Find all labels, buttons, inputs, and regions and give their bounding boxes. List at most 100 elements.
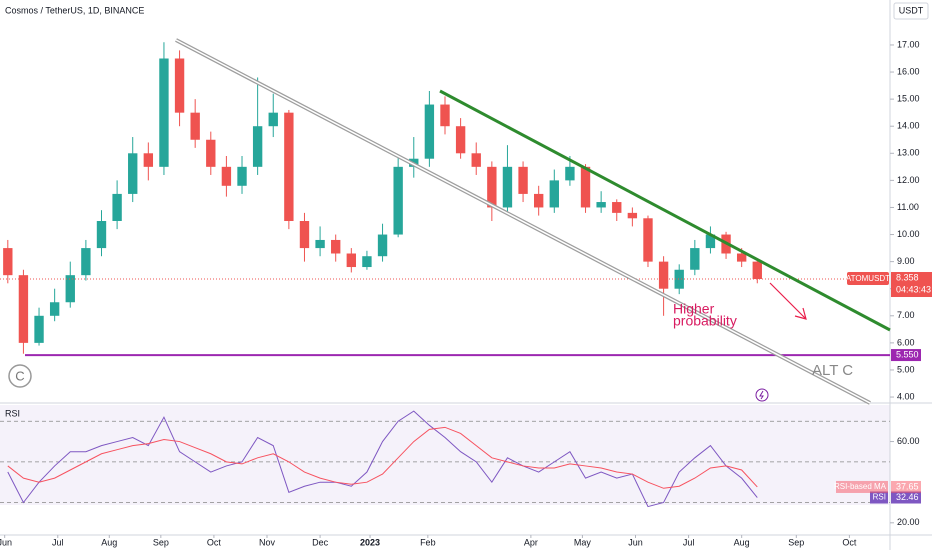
event-icon[interactable] <box>755 388 769 402</box>
candle-body <box>315 239 325 249</box>
annotation: C <box>15 368 24 383</box>
candle-body <box>752 261 762 280</box>
y-tick-label: 4.00 <box>897 391 915 401</box>
countdown: 04:43:43 <box>896 284 931 294</box>
series-value: 37.65 <box>896 481 919 491</box>
candle-body <box>612 202 622 213</box>
x-tick-label: Jul <box>52 537 64 547</box>
y-tick-label: 13.00 <box>897 148 920 158</box>
candle-body <box>237 166 247 186</box>
arrow <box>769 282 807 320</box>
candle-body <box>96 221 107 249</box>
candle-body <box>674 269 684 289</box>
candle-body <box>518 166 528 194</box>
annotation: ALT C <box>812 362 853 379</box>
candle-body <box>190 112 200 140</box>
candle-body <box>471 153 481 167</box>
candle-body <box>596 202 606 208</box>
x-tick-label: May <box>574 537 592 547</box>
y-tick-label: 9.00 <box>897 256 915 266</box>
x-tick-label: 2023 <box>360 537 380 547</box>
candle-body <box>627 212 638 219</box>
y-tick-label: 10.00 <box>897 229 920 239</box>
x-tick-label: Nov <box>259 537 276 547</box>
x-tick-label: Dec <box>312 537 329 547</box>
x-tick-label: Aug <box>101 537 117 547</box>
candle-body <box>534 193 544 208</box>
currency-button[interactable] <box>893 2 929 20</box>
y-tick-label: 14.00 <box>897 121 920 131</box>
y-tick-label: 16.00 <box>897 66 920 76</box>
price-tag <box>891 272 932 298</box>
candle-body <box>549 180 559 208</box>
candle-body <box>455 126 466 154</box>
candle-body <box>284 112 294 221</box>
candle-body <box>299 221 310 249</box>
candle-body <box>346 253 356 268</box>
x-tick-label: Apr <box>524 537 538 547</box>
symbol-tag <box>847 272 889 286</box>
candle-body <box>705 234 716 249</box>
y-tick-label: 20.00 <box>897 517 920 527</box>
candle-body <box>736 253 747 262</box>
candle-body <box>159 58 169 167</box>
candle-body <box>580 166 591 208</box>
candle-body <box>3 248 13 276</box>
value-tag <box>891 491 921 504</box>
currency: USDT <box>899 5 924 15</box>
wave-circle <box>8 364 32 388</box>
x-tick-label: Jul <box>683 537 695 547</box>
x-tick-label: Sep <box>153 537 169 547</box>
candle-body <box>128 153 138 194</box>
x-tick-label: Aug <box>734 537 750 547</box>
candle-body <box>221 166 232 186</box>
candle-body <box>487 166 497 208</box>
candle-body <box>565 166 575 181</box>
y-tick-label: 11.00 <box>897 202 919 212</box>
candle-body <box>502 166 513 208</box>
candle-body <box>143 153 154 167</box>
candle-body <box>643 218 653 262</box>
candle-body <box>362 256 372 268</box>
support-tag <box>891 349 921 362</box>
series-name: RSI-based MA <box>834 482 887 491</box>
annotation: probability <box>673 313 737 329</box>
series-name: RSI <box>873 493 886 502</box>
x-tick-label: Jun <box>0 537 12 547</box>
rsi-band-fill <box>0 405 890 505</box>
series-tag <box>870 491 888 504</box>
last-price: 8.358 <box>896 272 919 282</box>
channel-line-inner <box>175 39 871 404</box>
candle-body <box>393 166 403 235</box>
candle-body <box>18 275 29 343</box>
series-value: 32.46 <box>896 492 919 502</box>
series-tag <box>836 480 888 493</box>
rsi-line <box>7 426 758 489</box>
candle-body <box>424 104 435 159</box>
candle-body <box>658 261 669 289</box>
x-tick-label: Feb <box>420 537 436 547</box>
candle-body <box>268 112 278 127</box>
symbol-title: Cosmos / TetherUS, 1D, BINANCE <box>5 5 144 15</box>
x-tick-label: Jun <box>628 537 643 547</box>
y-tick-label: 12.00 <box>897 175 920 185</box>
candle-body <box>690 248 700 270</box>
rsi-title: RSI <box>5 408 20 418</box>
candle-body <box>206 139 216 167</box>
x-tick-label: Sep <box>788 537 804 547</box>
support-label: 5.550 <box>896 349 919 359</box>
y-tick-label: 6.00 <box>897 337 915 347</box>
candle-body <box>331 239 341 254</box>
candle-body <box>377 234 388 257</box>
candle-body <box>81 248 91 276</box>
event-icon-bolt <box>759 390 764 400</box>
candle-body <box>34 315 44 343</box>
y-tick-label: 15.00 <box>897 94 920 104</box>
candle-body <box>252 126 263 167</box>
candle-body <box>65 275 75 303</box>
candle-body <box>49 302 60 316</box>
y-tick-label: 17.00 <box>897 39 920 49</box>
value-tag <box>891 480 921 493</box>
x-tick-label: Oct <box>207 537 222 547</box>
